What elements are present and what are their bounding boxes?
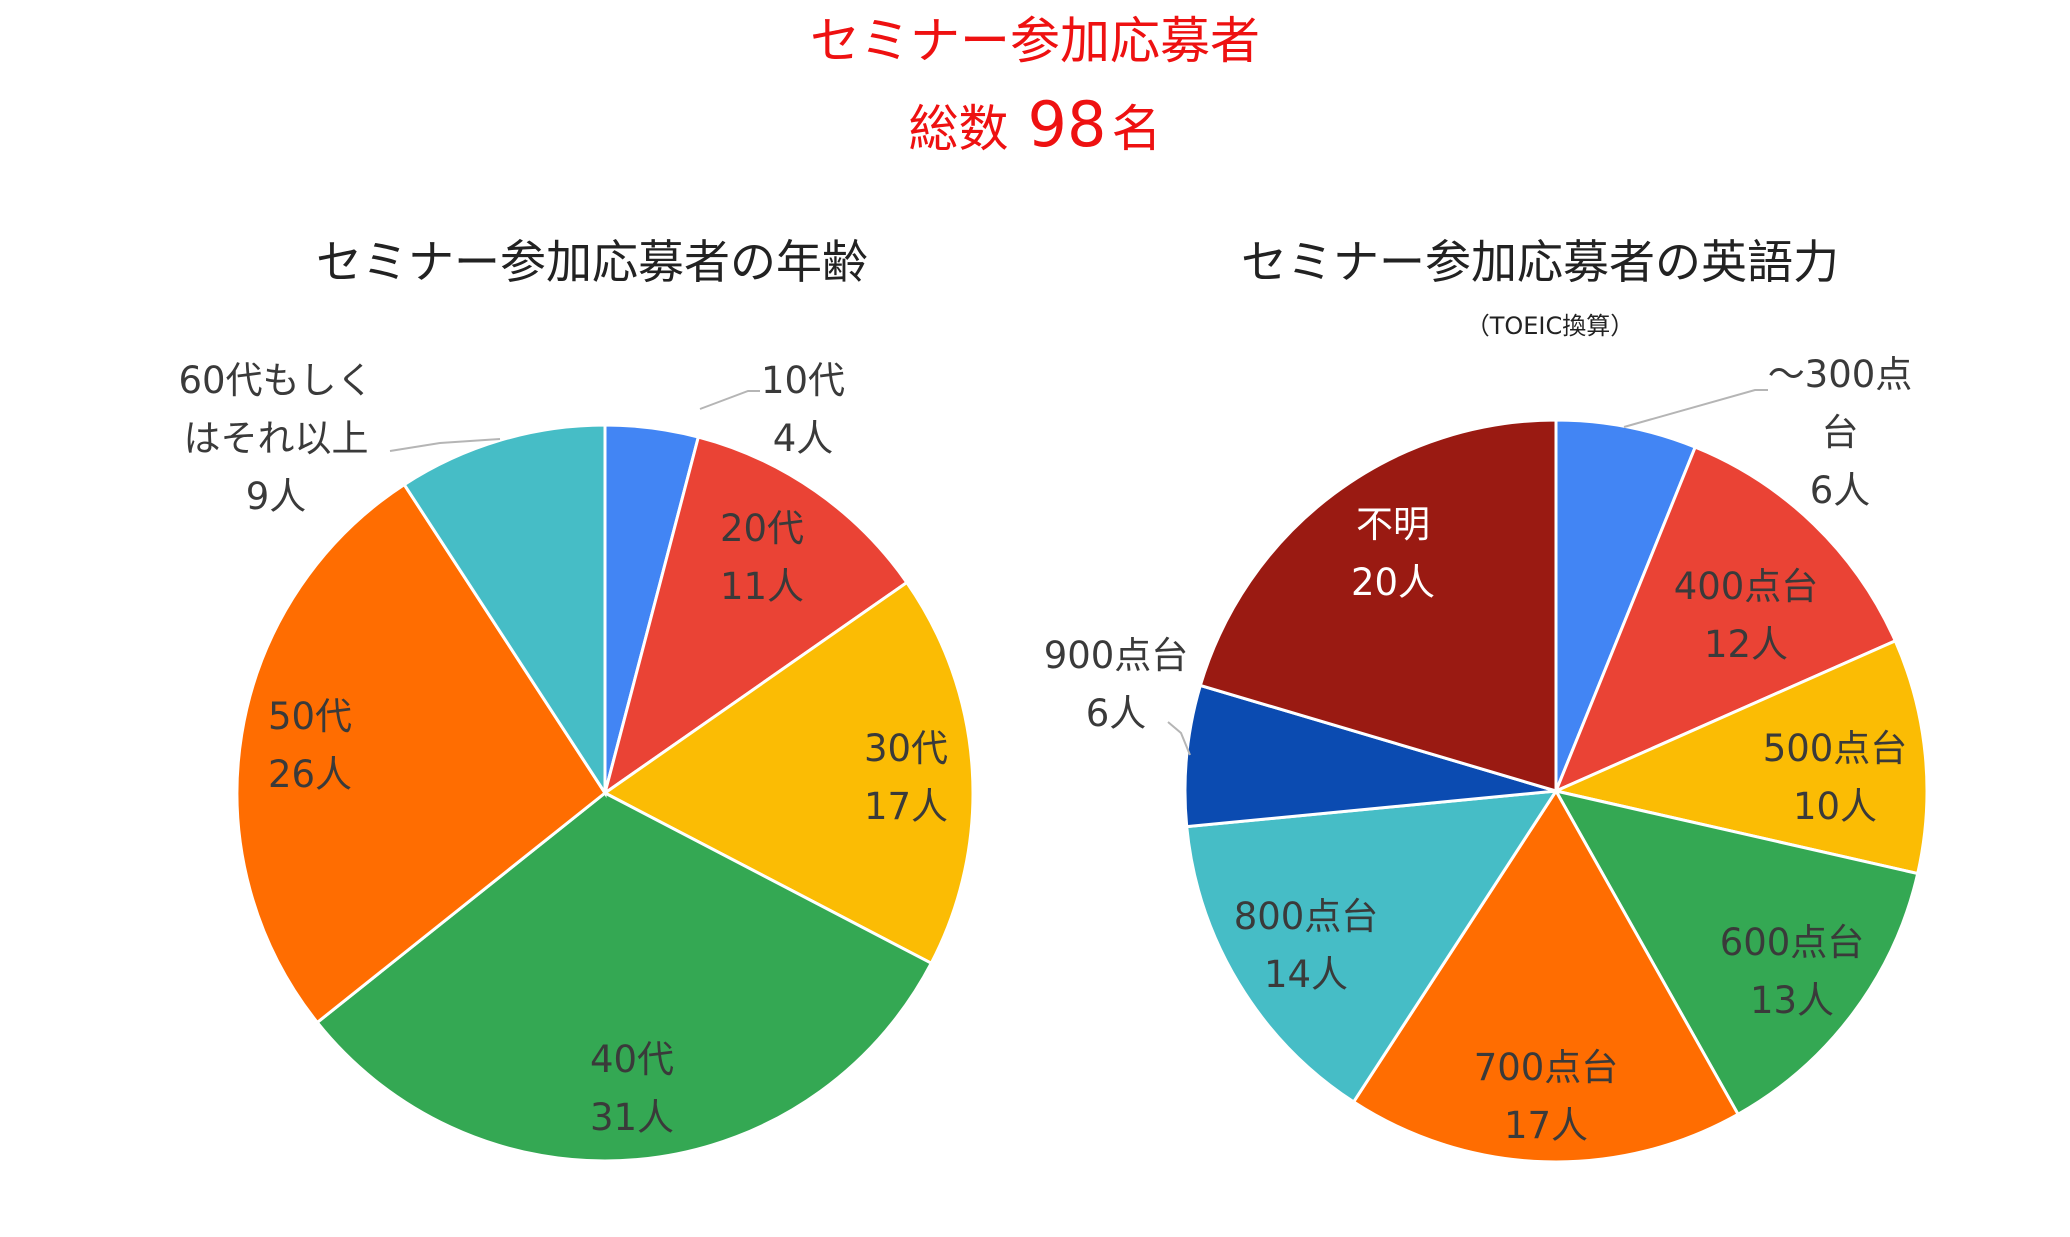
total-suffix: 名 bbox=[1112, 100, 1162, 158]
pie-age-slice-4 bbox=[235, 482, 608, 1025]
pie-age-label-3-line: 31人 bbox=[590, 1096, 674, 1139]
pie-age-label-3-line: 40代 bbox=[590, 1038, 674, 1081]
pie-age-label-0-line: 4人 bbox=[773, 417, 834, 460]
pie-age-label-0: 10代 4人 bbox=[761, 359, 845, 460]
age-chart-title: セミナー参加応募者の年齢 bbox=[316, 235, 868, 289]
pie-age-label-5-line: 9人 bbox=[246, 475, 307, 518]
pie-age-label-4-line: 50代 bbox=[268, 695, 352, 738]
pie-eng-label-0-line: 台 bbox=[1822, 411, 1859, 454]
pie-eng-label-0: 〜300点台 6人 bbox=[1768, 353, 1913, 512]
pie-age-label-4: 50代 26人 bbox=[268, 695, 352, 796]
pie-age-slice-3 bbox=[315, 791, 934, 1163]
total-prefix: 総数 bbox=[908, 100, 1008, 158]
pie-eng-label-6-line: 900点台 bbox=[1044, 634, 1189, 677]
pie-eng-label-7-line: 不明 bbox=[1356, 503, 1430, 546]
pie-age-label-2-line: 30代 bbox=[864, 727, 948, 770]
pie-eng-label-2: 500点台 10人 bbox=[1763, 727, 1908, 828]
pie-age-leader-5 bbox=[389, 438, 501, 452]
pie-age-label-4-line: 26人 bbox=[268, 753, 352, 796]
pie-eng-label-3: 600点台 13人 bbox=[1720, 921, 1865, 1022]
pie-age-label-2: 30代 17人 bbox=[864, 727, 948, 828]
pie-age-label-3: 40代 31人 bbox=[590, 1038, 674, 1139]
english-pie-chart: 〜300点台 6人 400点台 12人 500点台 10人 600点台 13人 700点台 17人… bbox=[1044, 353, 1929, 1164]
pie-eng-slice-2 bbox=[1551, 638, 1929, 876]
pie-eng-label-7: 不明 20人 bbox=[1351, 503, 1435, 604]
pie-eng-label-5: 800点台 14人 bbox=[1234, 895, 1379, 996]
pie-eng-label-6-line: 6人 bbox=[1086, 692, 1147, 735]
pie-eng-label-1-line: 12人 bbox=[1704, 623, 1788, 666]
total-line: 総数 98 名 bbox=[908, 88, 1161, 161]
pie-eng-leader-0 bbox=[1623, 389, 1768, 428]
pie-age-label-2-line: 17人 bbox=[864, 785, 948, 828]
pie-eng-label-5-line: 14人 bbox=[1264, 953, 1348, 996]
pie-eng-label-1: 400点台 12人 bbox=[1674, 565, 1819, 666]
pie-eng-label-3-line: 13人 bbox=[1750, 979, 1834, 1022]
pie-eng-leader-6 bbox=[1167, 721, 1191, 756]
pie-age-label-0-line: 10代 bbox=[761, 359, 845, 402]
pie-age-slice-2 bbox=[602, 580, 975, 966]
pie-eng-slice-4 bbox=[1351, 788, 1741, 1164]
pie-age-label-1-line: 20代 bbox=[720, 507, 804, 550]
pie-age-leader-0 bbox=[699, 390, 760, 410]
total-value: 98 bbox=[1028, 88, 1107, 161]
pie-age-label-5: 60代もしくはそれ以上 9人 bbox=[178, 359, 373, 518]
pie-eng-label-7-line: 20人 bbox=[1351, 561, 1435, 604]
english-chart-title: セミナー参加応募者の英語力 bbox=[1241, 235, 1839, 289]
pie-age-slice-1 bbox=[602, 435, 909, 797]
pie-age-label-5-line: はそれ以上 bbox=[184, 417, 369, 460]
pie-eng-label-1-line: 400点台 bbox=[1674, 565, 1819, 608]
english-chart-subtitle: （TOEIC換算） bbox=[1466, 312, 1635, 340]
pie-eng-label-5-line: 800点台 bbox=[1234, 895, 1379, 938]
pie-eng-label-6: 900点台 6人 bbox=[1044, 634, 1189, 735]
pie-eng-label-0-line: 〜300点 bbox=[1768, 353, 1913, 396]
pie-eng-slice-3 bbox=[1553, 788, 1920, 1117]
pie-eng-label-4-line: 17人 bbox=[1504, 1104, 1588, 1147]
pie-eng-slice-1 bbox=[1553, 445, 1898, 794]
pie-eng-label-3-line: 600点台 bbox=[1720, 921, 1865, 964]
pie-age-label-5-line: 60代もしく bbox=[178, 359, 373, 402]
pie-eng-slice-7 bbox=[1198, 418, 1558, 794]
pie-age-label-1: 20代 11人 bbox=[720, 507, 804, 608]
pie-age-label-1-line: 11人 bbox=[720, 565, 804, 608]
pie-eng-label-4: 700点台 17人 bbox=[1474, 1046, 1619, 1147]
pie-eng-label-4-line: 700点台 bbox=[1474, 1046, 1619, 1089]
pie-eng-label-2-line: 10人 bbox=[1793, 785, 1877, 828]
pie-eng-slice-6 bbox=[1183, 683, 1557, 829]
pie-age-slice-5 bbox=[402, 423, 607, 799]
pie-eng-slice-5 bbox=[1185, 789, 1559, 1105]
pie-eng-label-2-line: 500点台 bbox=[1763, 727, 1908, 770]
pie-eng-label-0-line: 6人 bbox=[1810, 469, 1871, 512]
main-title: セミナー参加応募者 bbox=[810, 12, 1260, 70]
